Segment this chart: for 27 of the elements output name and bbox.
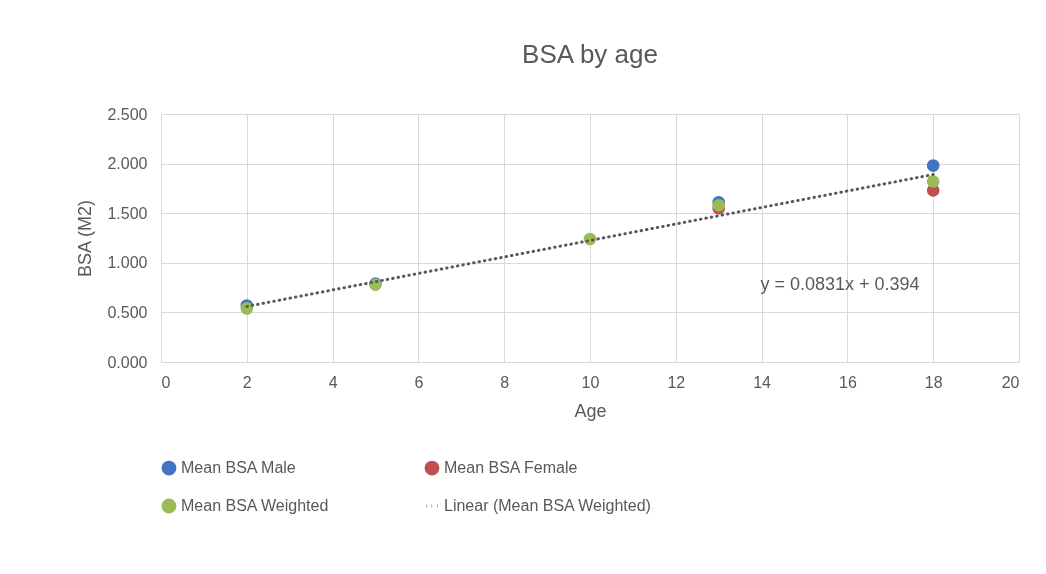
point (926, 175, 940, 188)
legend-label: Mean BSA Weighted (181, 497, 329, 514)
x-tick-label: 6 (414, 373, 424, 391)
chart-title: BSA by age (522, 39, 658, 69)
legend-label: Mean BSA Male (181, 459, 296, 477)
y-tick-label: 2.500 (107, 105, 148, 123)
y-tick-label: 0.000 (107, 353, 148, 371)
x-tick-label: 16 (839, 373, 857, 391)
x-axis-title: Age (574, 400, 607, 421)
x-tick-label: 12 (667, 373, 686, 391)
y-tick-label: 1.500 (107, 204, 148, 222)
annotation: y = 0.0831x + 0.394 (760, 274, 920, 294)
point (926, 159, 940, 172)
x-tick-label: 8 (500, 373, 510, 391)
legend-label: Mean BSA Female (444, 459, 578, 477)
x-tick-label: 10 (581, 373, 600, 391)
x-tick-label: 4 (328, 373, 338, 391)
x-tick-label: 14 (753, 373, 772, 391)
y-tick-label: 2.000 (107, 155, 148, 173)
x-tick-label: 18 (924, 373, 943, 391)
x-tick-label: 20 (1001, 373, 1020, 391)
y-tick-label: 1.000 (107, 254, 148, 272)
x-tick-label: 2 (242, 373, 252, 391)
legend-label: Linear (Mean BSA Weighted) (444, 497, 651, 514)
x-tick-label: 0 (161, 373, 171, 391)
y-axis-title: BSA (M2) (75, 199, 96, 278)
y-tick-label: 0.500 (107, 303, 148, 321)
